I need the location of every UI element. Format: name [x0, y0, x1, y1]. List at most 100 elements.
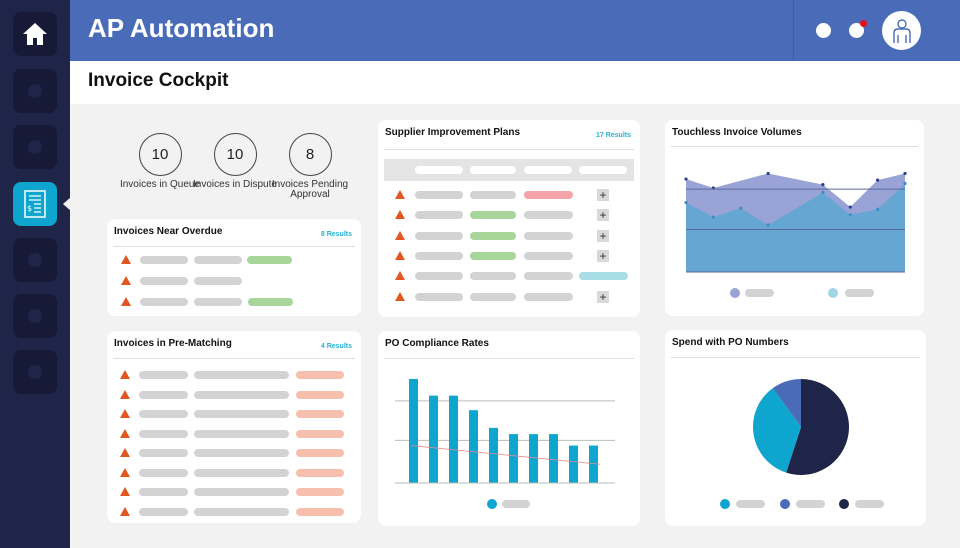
bar — [509, 434, 518, 483]
data-point — [739, 206, 743, 210]
top-header: AP Automation — [70, 0, 960, 61]
divider — [384, 358, 634, 359]
add-button[interactable]: + — [597, 249, 609, 262]
warning-icon — [120, 487, 130, 496]
sidebar-item-6[interactable] — [13, 294, 57, 338]
placeholder-cell — [248, 298, 293, 306]
placeholder-cell — [139, 410, 188, 418]
pie-slice — [753, 388, 801, 473]
user-avatar-icon — [892, 18, 911, 43]
card-title: Spend with PO Numbers — [672, 337, 789, 348]
placeholder-cell — [140, 298, 188, 306]
column-header — [579, 166, 627, 174]
divider — [113, 246, 355, 247]
data-point — [876, 178, 880, 182]
pie-slice — [786, 379, 849, 475]
legend-swatch — [720, 499, 730, 509]
legend-swatch — [780, 499, 790, 509]
placeholder-cell — [139, 449, 188, 457]
placeholder-cell — [415, 211, 463, 220]
data-point — [684, 177, 688, 181]
circle-icon[interactable] — [816, 23, 831, 38]
home-icon — [23, 23, 47, 45]
warning-icon — [121, 255, 131, 264]
sidebar-item-3[interactable] — [13, 125, 57, 169]
add-button[interactable]: + — [597, 290, 609, 303]
data-point — [711, 215, 715, 219]
warning-icon — [120, 467, 130, 477]
placeholder-cell — [194, 488, 289, 496]
warning-icon — [395, 190, 405, 199]
warning-icon — [120, 389, 130, 399]
kpi-invoices-in-queue[interactable]: 10 Invoices in Queue — [115, 133, 205, 190]
circle-icon — [28, 365, 42, 379]
placeholder-cell — [194, 449, 289, 457]
warning-icon — [121, 276, 131, 285]
column-header — [524, 166, 572, 174]
sidebar-item-2[interactable] — [13, 69, 57, 113]
card-touchless-invoice-volumes: Touchless Invoice Volumes — [665, 120, 924, 316]
results-link[interactable]: 17 Results — [595, 132, 631, 139]
data-point — [903, 181, 907, 186]
placeholder-cell — [524, 211, 573, 220]
warning-icon — [120, 506, 130, 516]
data-point — [684, 200, 688, 205]
circle-icon — [28, 309, 42, 323]
placeholder-cell — [194, 390, 289, 399]
placeholder-cell — [194, 507, 289, 516]
add-button[interactable]: + — [597, 189, 609, 201]
placeholder-cell — [524, 292, 573, 301]
placeholder-cell — [194, 468, 289, 477]
legend-swatch — [839, 499, 849, 509]
placeholder-cell — [139, 390, 188, 399]
data-point — [766, 223, 770, 227]
placeholder-cell — [524, 231, 573, 240]
results-link[interactable]: 8 Results — [320, 231, 352, 238]
placeholder-cell — [415, 272, 463, 281]
warning-icon — [395, 291, 405, 301]
sidebar-item-home[interactable] — [13, 12, 57, 56]
placeholder-cell — [470, 211, 516, 220]
legend-swatch — [487, 499, 497, 509]
placeholder-cell — [139, 429, 188, 438]
card-supplier-improvement-plans: Supplier Improvement Plans 17 Results + +… — [378, 120, 640, 317]
placeholder-cell — [415, 191, 463, 199]
card-title: Invoices in Pre-Matching — [114, 338, 232, 349]
kpi-invoices-pending-approval[interactable]: 8 Invoices Pending Approval — [265, 133, 355, 200]
active-pointer — [63, 197, 71, 211]
sidebar-item-7[interactable] — [13, 350, 57, 394]
data-point — [821, 190, 825, 195]
sidebar-item-invoices[interactable]: $ — [13, 182, 57, 226]
placeholder-cell — [470, 251, 516, 260]
add-button[interactable]: + — [597, 209, 609, 222]
circle-icon — [28, 140, 42, 154]
bar — [489, 427, 498, 483]
card-invoices-pre-matching: Invoices in Pre-Matching 4 Results — [107, 331, 361, 523]
invoice-icon: $ — [24, 190, 46, 218]
bar — [409, 379, 418, 483]
placeholder-cell — [415, 231, 463, 240]
placeholder-cell — [140, 256, 188, 264]
card-title: Invoices Near Overdue — [114, 226, 223, 237]
sidebar-item-5[interactable] — [13, 238, 57, 282]
add-button[interactable]: + — [597, 229, 609, 242]
warning-icon — [395, 271, 405, 281]
legend-label — [796, 500, 825, 508]
kpi-value: 10 — [138, 133, 182, 176]
page-title: Invoice Cockpit — [88, 70, 229, 91]
notification-badge — [860, 20, 867, 27]
kpi-invoices-in-dispute[interactable]: 10 Invoices in Dispute — [190, 133, 280, 190]
warning-icon — [395, 230, 405, 240]
bar — [569, 445, 578, 483]
warning-icon — [121, 297, 131, 306]
notification-icon[interactable] — [849, 23, 864, 38]
placeholder-cell — [296, 468, 344, 477]
divider — [113, 358, 355, 359]
results-link[interactable]: 4 Results — [320, 343, 352, 350]
placeholder-cell — [579, 272, 628, 281]
legend-label — [845, 289, 874, 297]
placeholder-cell — [194, 429, 289, 438]
data-point — [821, 183, 825, 187]
user-avatar[interactable] — [882, 11, 921, 50]
placeholder-cell — [194, 410, 289, 418]
